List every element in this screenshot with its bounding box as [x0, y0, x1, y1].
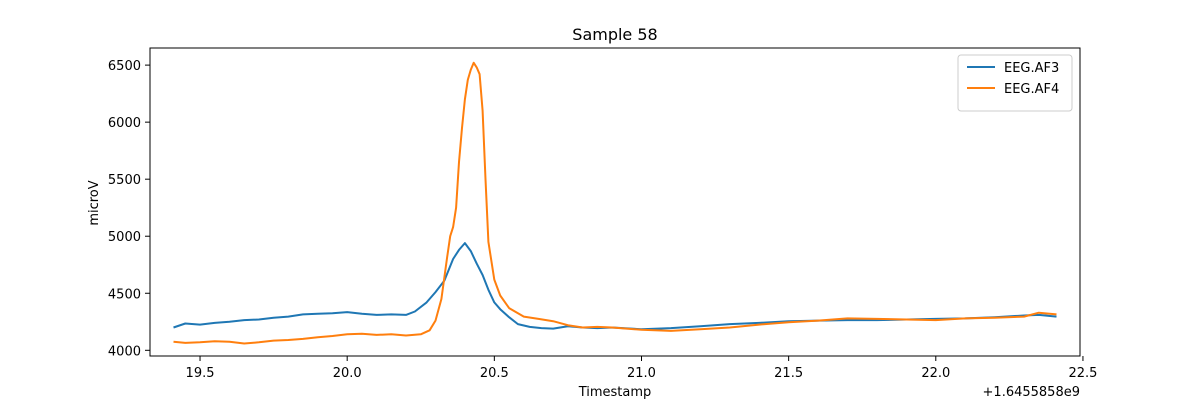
y-axis-label: microV — [87, 180, 102, 225]
x-tick-label: 21.5 — [774, 366, 803, 381]
x-tick-label: 22.0 — [921, 366, 950, 381]
x-tick-label: 22.5 — [1068, 366, 1097, 381]
series-line-eeg-af4 — [173, 61, 1057, 345]
series-line-eeg-af3 — [173, 242, 1057, 331]
y-tick-label: 4000 — [108, 344, 141, 359]
chart-title: Sample 58 — [572, 25, 657, 44]
plot-area-frame — [149, 47, 1081, 357]
x-axis-offset-label: +1.6455858e9 — [983, 385, 1080, 400]
legend-label: EEG.AF4 — [1004, 82, 1059, 97]
x-tick-label: 21.0 — [627, 366, 656, 381]
legend: EEG.AF3 EEG.AF4 — [957, 54, 1073, 112]
x-tick-label: 19.5 — [186, 366, 215, 381]
y-tick-label: 6000 — [108, 116, 141, 131]
x-tick-label: 20.0 — [333, 366, 362, 381]
y-tick-label: 5500 — [108, 173, 141, 188]
series-layer — [173, 61, 1057, 345]
x-axis: 19.5 20.0 20.5 21.0 21.5 22.0 22.5 — [186, 356, 1097, 381]
x-axis-label: Timestamp — [578, 385, 652, 400]
legend-box — [957, 54, 1073, 112]
legend-label: EEG.AF3 — [1004, 61, 1059, 76]
x-tick-label: 20.5 — [480, 366, 509, 381]
y-tick-label: 4500 — [108, 287, 141, 302]
y-tick-label: 6500 — [108, 59, 141, 74]
y-tick-label: 5000 — [108, 230, 141, 245]
y-axis: 4000 4500 5000 5500 6000 6500 — [108, 59, 150, 359]
